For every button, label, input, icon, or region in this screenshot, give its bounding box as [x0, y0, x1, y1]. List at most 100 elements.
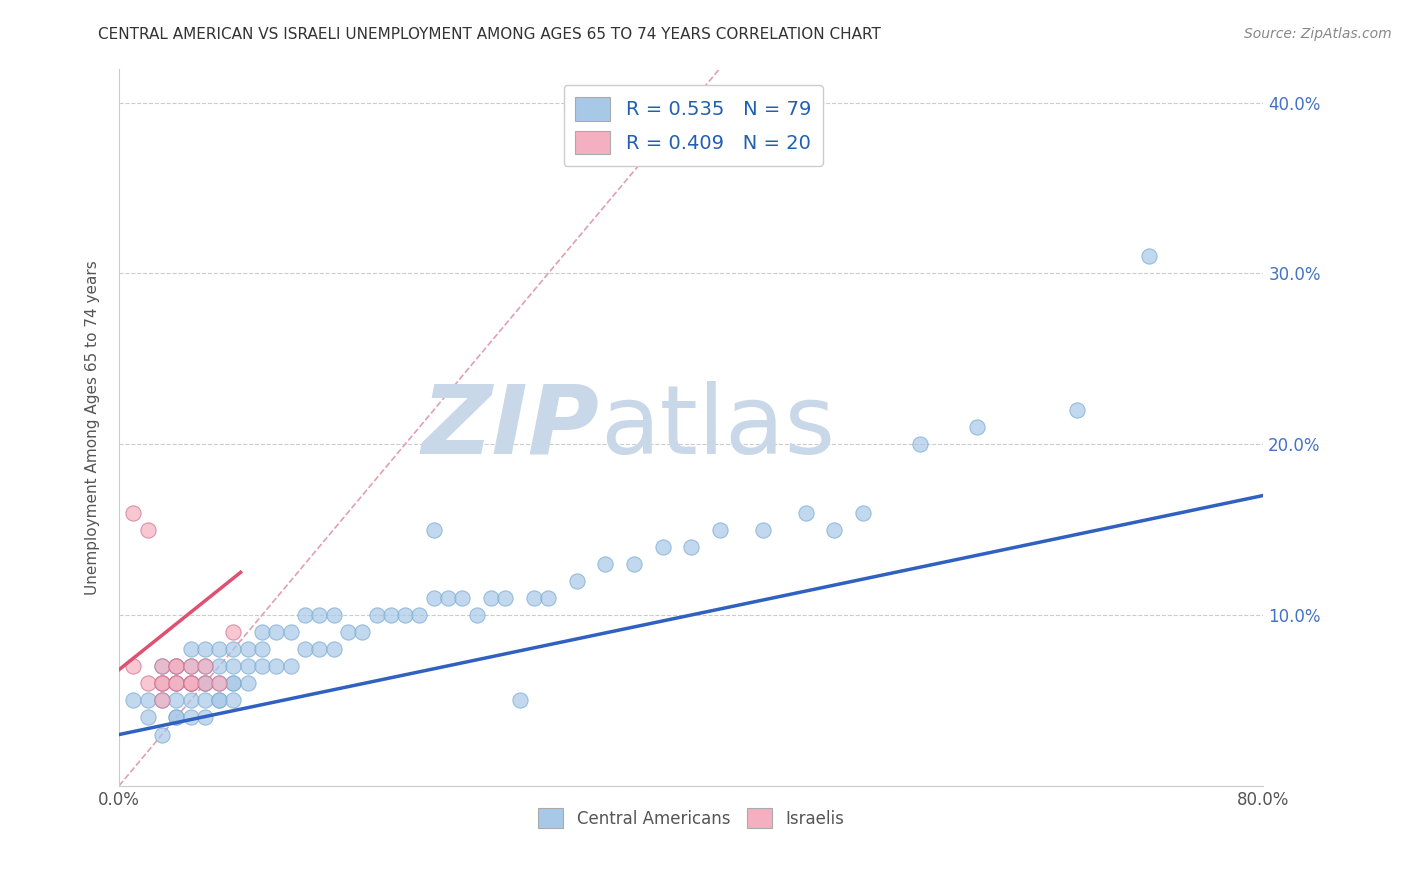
Text: ZIP: ZIP — [422, 381, 599, 474]
Point — [681, 540, 703, 554]
Point — [294, 642, 316, 657]
Point — [852, 506, 875, 520]
Point — [208, 676, 231, 690]
Point — [165, 659, 187, 673]
Point — [165, 676, 187, 690]
Point — [523, 591, 546, 605]
Point — [266, 625, 288, 640]
Point — [751, 523, 773, 537]
Point — [150, 693, 173, 707]
Point — [509, 693, 531, 707]
Point — [422, 523, 444, 537]
Point — [180, 642, 202, 657]
Point — [236, 642, 259, 657]
Point — [165, 710, 187, 724]
Point — [236, 676, 259, 690]
Point — [180, 676, 202, 690]
Point — [150, 659, 173, 673]
Point — [222, 676, 245, 690]
Point — [250, 642, 273, 657]
Point — [165, 659, 187, 673]
Point — [222, 625, 245, 640]
Point — [180, 676, 202, 690]
Point — [322, 607, 344, 622]
Point — [222, 659, 245, 673]
Point — [236, 659, 259, 673]
Point — [250, 625, 273, 640]
Point — [494, 591, 516, 605]
Point — [823, 523, 845, 537]
Point — [908, 437, 931, 451]
Point — [208, 693, 231, 707]
Point — [422, 591, 444, 605]
Point — [380, 607, 402, 622]
Point — [165, 693, 187, 707]
Point — [194, 710, 217, 724]
Point — [794, 506, 817, 520]
Point — [294, 607, 316, 622]
Point — [465, 607, 488, 622]
Point — [366, 607, 388, 622]
Point — [352, 625, 374, 640]
Point — [208, 642, 231, 657]
Point — [437, 591, 460, 605]
Point — [1066, 403, 1088, 417]
Point — [194, 676, 217, 690]
Point — [1137, 249, 1160, 263]
Point — [122, 693, 145, 707]
Point — [308, 642, 330, 657]
Point — [308, 607, 330, 622]
Point — [150, 676, 173, 690]
Point — [180, 693, 202, 707]
Point — [451, 591, 474, 605]
Point — [208, 659, 231, 673]
Text: CENTRAL AMERICAN VS ISRAELI UNEMPLOYMENT AMONG AGES 65 TO 74 YEARS CORRELATION C: CENTRAL AMERICAN VS ISRAELI UNEMPLOYMENT… — [98, 27, 882, 42]
Point — [136, 676, 159, 690]
Point — [222, 676, 245, 690]
Point — [222, 693, 245, 707]
Point — [208, 693, 231, 707]
Point — [180, 676, 202, 690]
Point — [250, 659, 273, 673]
Point — [194, 659, 217, 673]
Point — [280, 625, 302, 640]
Point — [180, 659, 202, 673]
Point — [479, 591, 502, 605]
Point — [136, 523, 159, 537]
Point — [565, 574, 588, 588]
Point — [136, 710, 159, 724]
Point — [280, 659, 302, 673]
Legend: Central Americans, Israelis: Central Americans, Israelis — [531, 801, 851, 835]
Point — [222, 642, 245, 657]
Point — [208, 676, 231, 690]
Point — [194, 676, 217, 690]
Point — [537, 591, 560, 605]
Text: Source: ZipAtlas.com: Source: ZipAtlas.com — [1244, 27, 1392, 41]
Point — [136, 693, 159, 707]
Point — [709, 523, 731, 537]
Text: atlas: atlas — [599, 381, 835, 474]
Point — [966, 420, 988, 434]
Point — [194, 676, 217, 690]
Point — [150, 693, 173, 707]
Point — [194, 693, 217, 707]
Point — [165, 676, 187, 690]
Point — [336, 625, 359, 640]
Point — [194, 659, 217, 673]
Point — [180, 710, 202, 724]
Point — [150, 727, 173, 741]
Point — [165, 676, 187, 690]
Point — [322, 642, 344, 657]
Point — [408, 607, 430, 622]
Point — [194, 642, 217, 657]
Point — [122, 659, 145, 673]
Point — [394, 607, 416, 622]
Y-axis label: Unemployment Among Ages 65 to 74 years: Unemployment Among Ages 65 to 74 years — [86, 260, 100, 595]
Point — [623, 557, 645, 571]
Point — [180, 676, 202, 690]
Point — [165, 710, 187, 724]
Point — [180, 659, 202, 673]
Point — [150, 676, 173, 690]
Point — [150, 659, 173, 673]
Point — [150, 676, 173, 690]
